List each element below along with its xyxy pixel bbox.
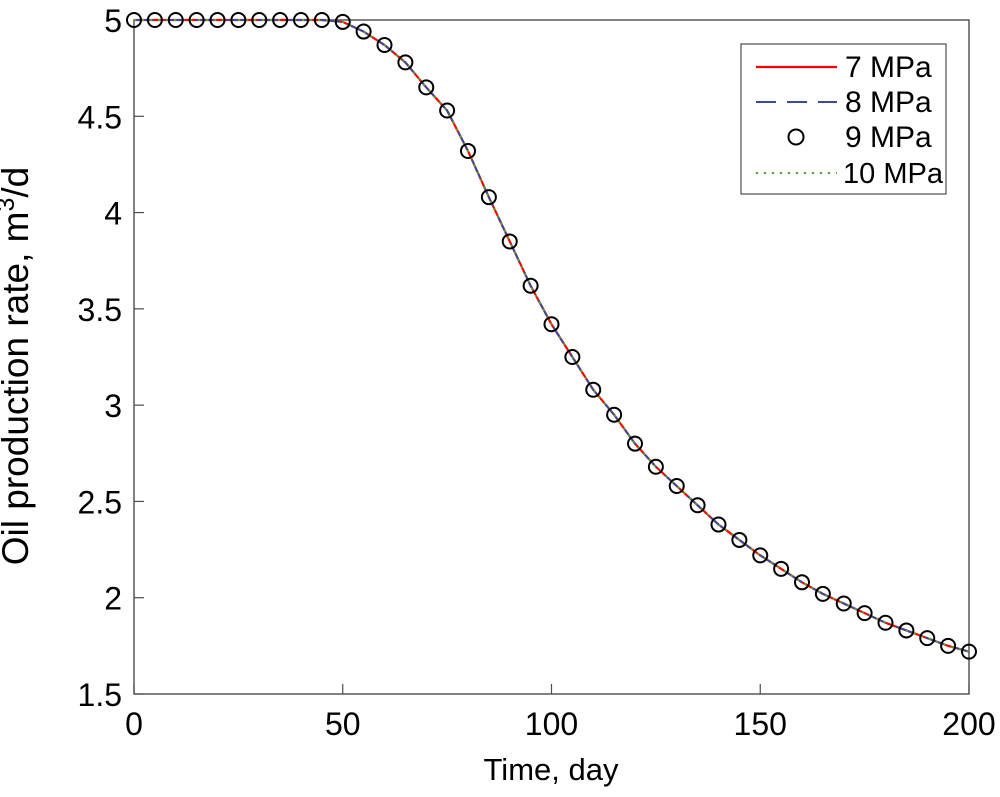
svg-text:3.5: 3.5: [78, 292, 122, 328]
svg-text:4.5: 4.5: [78, 99, 122, 135]
svg-text:0: 0: [125, 706, 143, 742]
svg-text:2: 2: [104, 581, 122, 617]
svg-text:Time, day: Time, day: [484, 752, 619, 787]
svg-text:150: 150: [734, 706, 787, 742]
svg-text:1.5: 1.5: [78, 677, 122, 713]
svg-text:5: 5: [104, 3, 122, 39]
svg-text:7 MPa: 7 MPa: [845, 51, 932, 84]
svg-text:2.5: 2.5: [78, 484, 122, 520]
svg-text:100: 100: [525, 706, 578, 742]
svg-text:8 MPa: 8 MPa: [845, 86, 932, 119]
svg-text:50: 50: [325, 706, 361, 742]
svg-text:3: 3: [104, 388, 122, 424]
svg-text:Oil production rate, m3/d: Oil production rate, m3/d: [0, 167, 36, 565]
svg-text:9 MPa: 9 MPa: [845, 121, 932, 154]
svg-text:10 MPa: 10 MPa: [843, 158, 944, 190]
svg-text:4: 4: [104, 196, 122, 232]
svg-text:200: 200: [942, 706, 995, 742]
